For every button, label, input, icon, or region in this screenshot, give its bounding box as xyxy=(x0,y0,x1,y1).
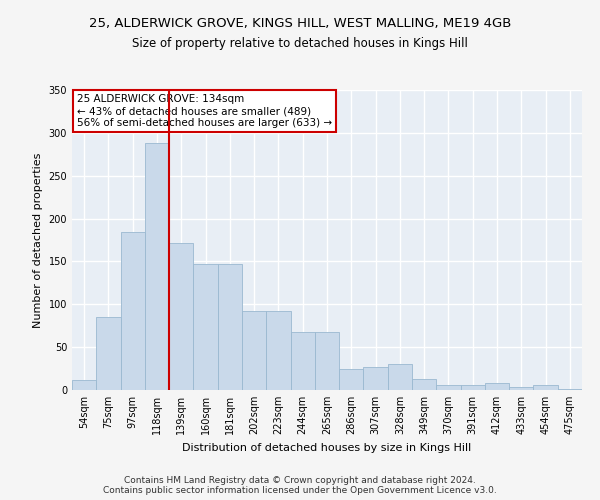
Text: 25, ALDERWICK GROVE, KINGS HILL, WEST MALLING, ME19 4GB: 25, ALDERWICK GROVE, KINGS HILL, WEST MA… xyxy=(89,18,511,30)
Bar xyxy=(193,264,218,390)
Bar xyxy=(169,242,193,390)
Bar xyxy=(509,388,533,390)
Bar xyxy=(436,385,461,390)
Bar xyxy=(339,368,364,390)
Bar xyxy=(121,232,145,390)
Bar xyxy=(290,332,315,390)
Bar xyxy=(145,143,169,390)
Bar xyxy=(315,332,339,390)
Bar xyxy=(218,264,242,390)
Text: Size of property relative to detached houses in Kings Hill: Size of property relative to detached ho… xyxy=(132,38,468,51)
Bar xyxy=(558,389,582,390)
Bar xyxy=(72,380,96,390)
Bar xyxy=(266,311,290,390)
Bar xyxy=(388,364,412,390)
Bar xyxy=(364,367,388,390)
Bar xyxy=(412,379,436,390)
Y-axis label: Number of detached properties: Number of detached properties xyxy=(33,152,43,328)
Bar xyxy=(485,383,509,390)
X-axis label: Distribution of detached houses by size in Kings Hill: Distribution of detached houses by size … xyxy=(182,442,472,452)
Bar xyxy=(242,311,266,390)
Text: 25 ALDERWICK GROVE: 134sqm
← 43% of detached houses are smaller (489)
56% of sem: 25 ALDERWICK GROVE: 134sqm ← 43% of deta… xyxy=(77,94,332,128)
Text: Contains HM Land Registry data © Crown copyright and database right 2024.
Contai: Contains HM Land Registry data © Crown c… xyxy=(103,476,497,495)
Bar xyxy=(533,385,558,390)
Bar xyxy=(96,317,121,390)
Bar xyxy=(461,385,485,390)
